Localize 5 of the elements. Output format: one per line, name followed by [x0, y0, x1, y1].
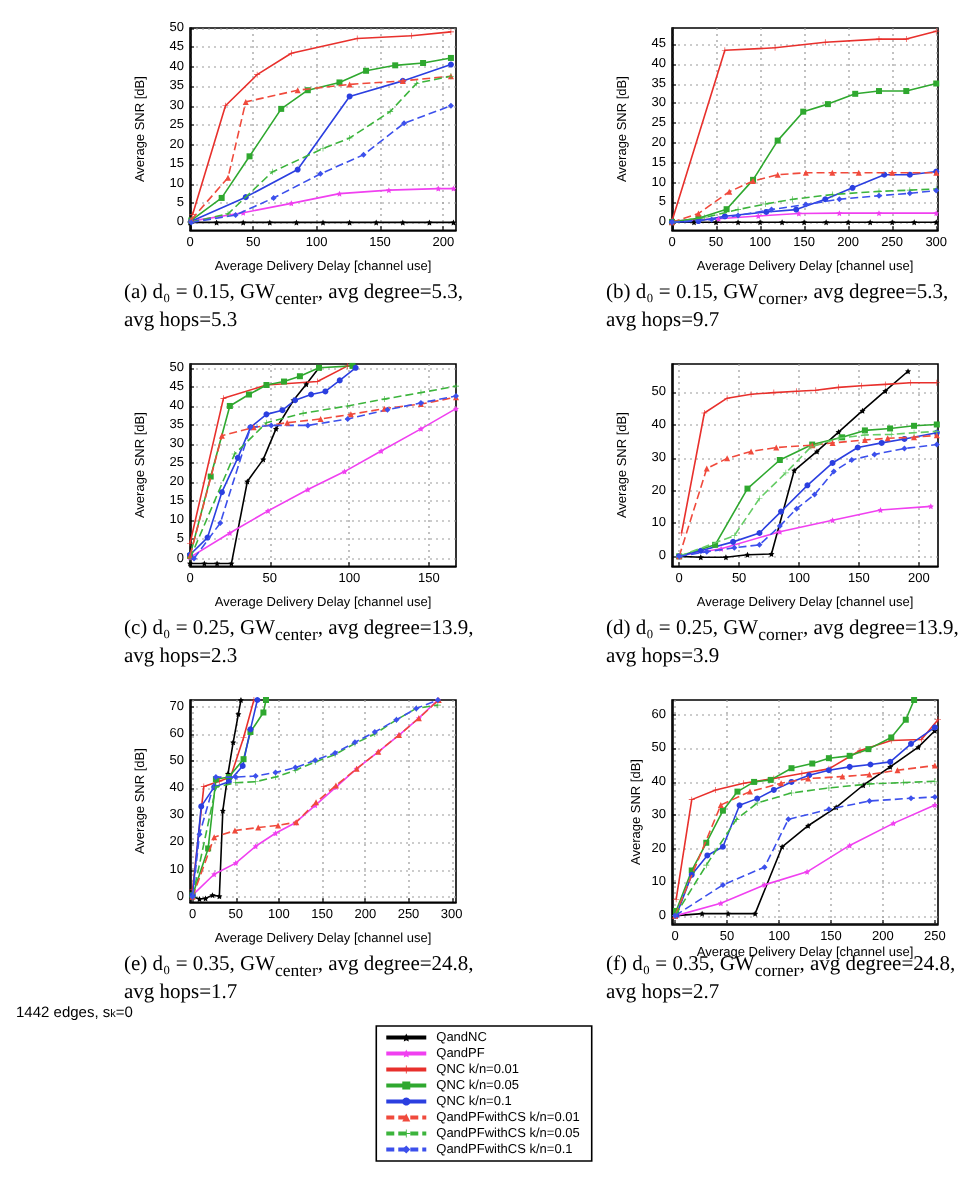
chart-title: (c) d₀ = 0.25, GW$_{center}$, avg degree=13.9, avg hops=2.3	[124, 618, 474, 669]
chart-title: (d) d₀ = 0.25, GW$_{corner}$, avg degree=13.9, avg hops=3.9	[606, 618, 959, 669]
chart-title: (b) d₀ = 0.15, GW$_{corner}$, avg degree=5.3, avg hops=9.7	[606, 282, 949, 333]
chart-title: (a) d₀ = 0.15, GW$_{center}$, avg degree=5.3, avg hops=5.3	[124, 282, 464, 333]
chart-title: (e) d₀ = 0.35, GW$_{center}$, avg degree=24.8, avg hops=1.7	[124, 954, 474, 1005]
